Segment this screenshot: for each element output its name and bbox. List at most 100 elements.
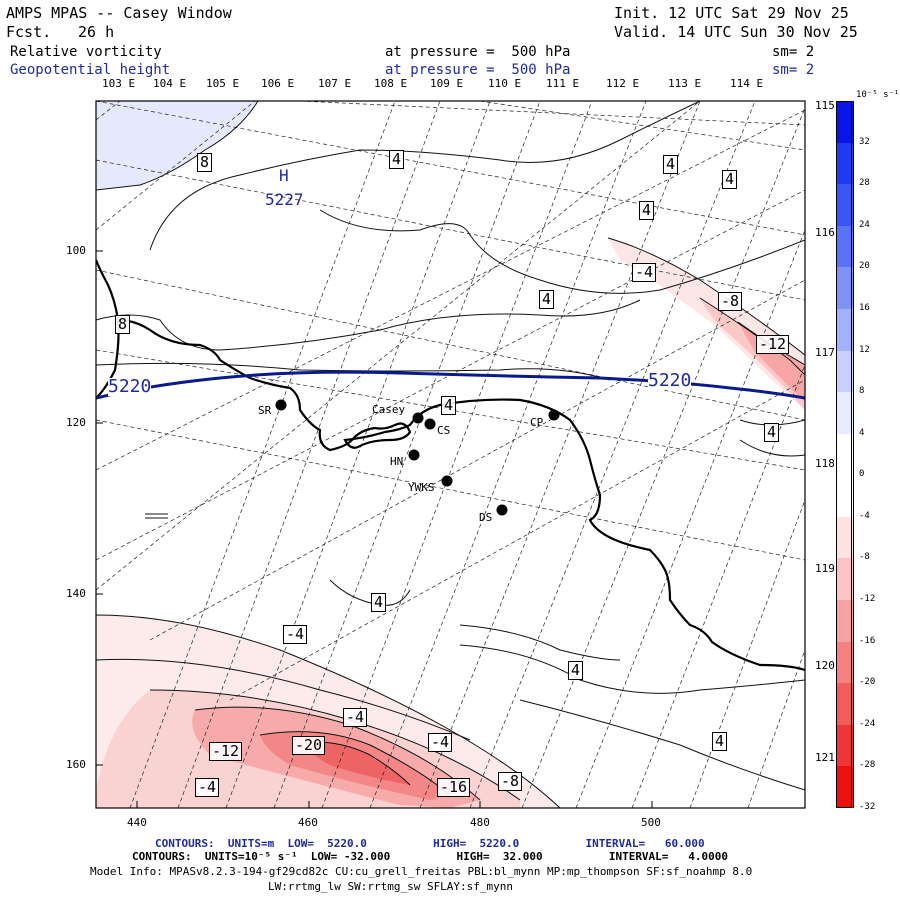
colorbar-label: -4 xyxy=(859,510,870,521)
station-label-cs: CS xyxy=(437,424,451,437)
lon-label: 112 E xyxy=(606,77,640,90)
vorticity-contour-label: -4 xyxy=(343,708,368,727)
vorticity-contour-label: 8 xyxy=(197,153,213,172)
high-pressure-value: 5227 xyxy=(265,190,304,209)
lon-label: 109 E xyxy=(430,77,464,90)
negative-vorticity-shading xyxy=(700,298,805,410)
station-label-casey: Casey xyxy=(372,403,406,416)
vorticity-contour-label: 4 xyxy=(639,201,655,220)
colorbar-unit: 10⁻⁵ s⁻¹ xyxy=(856,90,900,100)
lon-label: 108 E xyxy=(374,77,408,90)
station-markers xyxy=(275,399,560,516)
lon-label: 114 E xyxy=(730,77,764,90)
colorbar-label: 28 xyxy=(859,178,870,189)
vorticity-contour-label: -20 xyxy=(292,736,326,755)
colorbar-label: -20 xyxy=(859,677,876,688)
high-pressure-marker: H xyxy=(279,166,289,185)
field1-smoothing: sm= 2 xyxy=(772,44,815,60)
negative-vorticity-shading xyxy=(608,238,805,410)
lon-label: 104 E xyxy=(153,77,187,90)
station-dot-cs xyxy=(424,418,436,430)
y-axis-label: 100 xyxy=(66,244,86,257)
footer-height-contours: CONTOURS: UNITS=m LOW= 5220.0 HIGH= 5220… xyxy=(155,837,705,850)
footer-model-info: Model Info: MPASv8.2.3-194-gf29cd82c CU:… xyxy=(90,865,753,878)
lat-lon-grid xyxy=(96,101,805,808)
axis-ticks xyxy=(96,250,653,808)
vorticity-contour-label: 4 xyxy=(712,732,728,751)
vorticity-contour-label: 4 xyxy=(568,661,584,680)
colorbar-label: -24 xyxy=(859,718,876,729)
vorticity-contour-label: -4 xyxy=(632,263,657,282)
colorbar-label: 4 xyxy=(859,427,865,438)
lon-label: 111 E xyxy=(546,77,580,90)
field2-smoothing: sm= 2 xyxy=(772,62,815,78)
x-axis-label: 500 xyxy=(641,816,661,829)
forecast-label: Fcst. xyxy=(6,23,52,41)
colorbar-label: -32 xyxy=(859,802,876,812)
colorbar-label: -12 xyxy=(859,594,876,605)
lon-label: 113 E xyxy=(668,77,702,90)
height-contour-label: 5220 xyxy=(648,370,692,391)
vorticity-contour-label: 4 xyxy=(539,290,555,309)
colorbar-label: 24 xyxy=(859,219,870,230)
x-axis-label: 480 xyxy=(470,816,490,829)
vorticity-contour-label: -8 xyxy=(498,772,523,791)
vorticity-contour-label: 4 xyxy=(764,423,780,442)
lon-label: 106 E xyxy=(261,77,295,90)
vorticity-contour-label: 4 xyxy=(722,170,738,189)
vorticity-contour-label: -12 xyxy=(756,335,790,354)
product-title: AMPS MPAS -- Casey Window xyxy=(6,4,232,22)
vorticity-contour-label: -8 xyxy=(718,292,743,311)
colorbar-frame xyxy=(836,101,852,808)
negative-vorticity-shading xyxy=(738,322,805,402)
vorticity-contour-label: -4 xyxy=(283,625,308,644)
station-label-sr: SR xyxy=(258,404,272,417)
x-axis-label: 440 xyxy=(127,816,147,829)
height-contour-label: 5220 xyxy=(108,376,152,397)
station-label-hn: HN xyxy=(390,455,404,468)
field1-name: Relative vorticity xyxy=(10,44,162,60)
vorticity-contour-label: -16 xyxy=(437,778,471,797)
positive-vorticity-shading xyxy=(96,101,258,190)
colorbar-label: -16 xyxy=(859,635,876,646)
forecast-hour: 26 h xyxy=(78,23,115,41)
negative-vorticity-shading xyxy=(305,741,410,785)
y-axis-label: 160 xyxy=(66,758,86,771)
y-axis-label: 120 xyxy=(66,416,86,429)
colorbar-label: 16 xyxy=(859,302,870,313)
vorticity-contour-label: 4 xyxy=(389,150,405,169)
station-label-ds: DS xyxy=(479,511,493,524)
colorbar-label: -8 xyxy=(859,552,870,563)
lon-label: 107 E xyxy=(318,77,352,90)
colorbar-label: 8 xyxy=(859,386,865,397)
station-label-cp: CP xyxy=(530,416,544,429)
y-axis-label: 140 xyxy=(66,587,86,600)
colorbar-label: 0 xyxy=(859,469,865,480)
vorticity-contour-label: -4 xyxy=(195,778,220,797)
field2-name: Geopotential height xyxy=(10,62,171,78)
vorticity-contour-label: 8 xyxy=(115,315,131,334)
station-dot-cp xyxy=(548,409,560,421)
vorticity-contour-label: 4 xyxy=(371,593,387,612)
vorticity-contour-label: -4 xyxy=(428,733,453,752)
station-dot-ds xyxy=(496,504,508,516)
vorticity-contour-label: 4 xyxy=(441,396,457,415)
field1-pressure: at pressure = 500 hPa xyxy=(385,44,571,60)
footer-model-info-2: LW:rrtmg_lw SW:rrtmg_sw SFLAY:sf_mynn xyxy=(268,880,514,893)
station-dot-hn xyxy=(408,449,420,461)
colorbar-label: 20 xyxy=(859,261,870,272)
colorbar-label: -28 xyxy=(859,760,876,771)
footer-vorticity-contours: CONTOURS: UNITS=10⁻⁵ s⁻¹ LOW= -32.000 HI… xyxy=(132,850,729,863)
station-label-ywks: YWKS xyxy=(408,481,435,494)
vorticity-contour-label: -12 xyxy=(209,742,243,761)
station-dot-ywks xyxy=(441,475,453,487)
x-axis-label: 460 xyxy=(298,816,318,829)
colorbar-label: 32 xyxy=(859,136,870,147)
lon-label: 103 E xyxy=(102,77,136,90)
plot-frame xyxy=(95,100,806,809)
field2-pressure: at pressure = 500 hPa xyxy=(385,62,571,78)
lon-label: 110 E xyxy=(488,77,522,90)
valid-time: Valid. 14 UTC Sun 30 Nov 25 xyxy=(614,23,858,41)
colorbar-label: 12 xyxy=(859,344,870,355)
